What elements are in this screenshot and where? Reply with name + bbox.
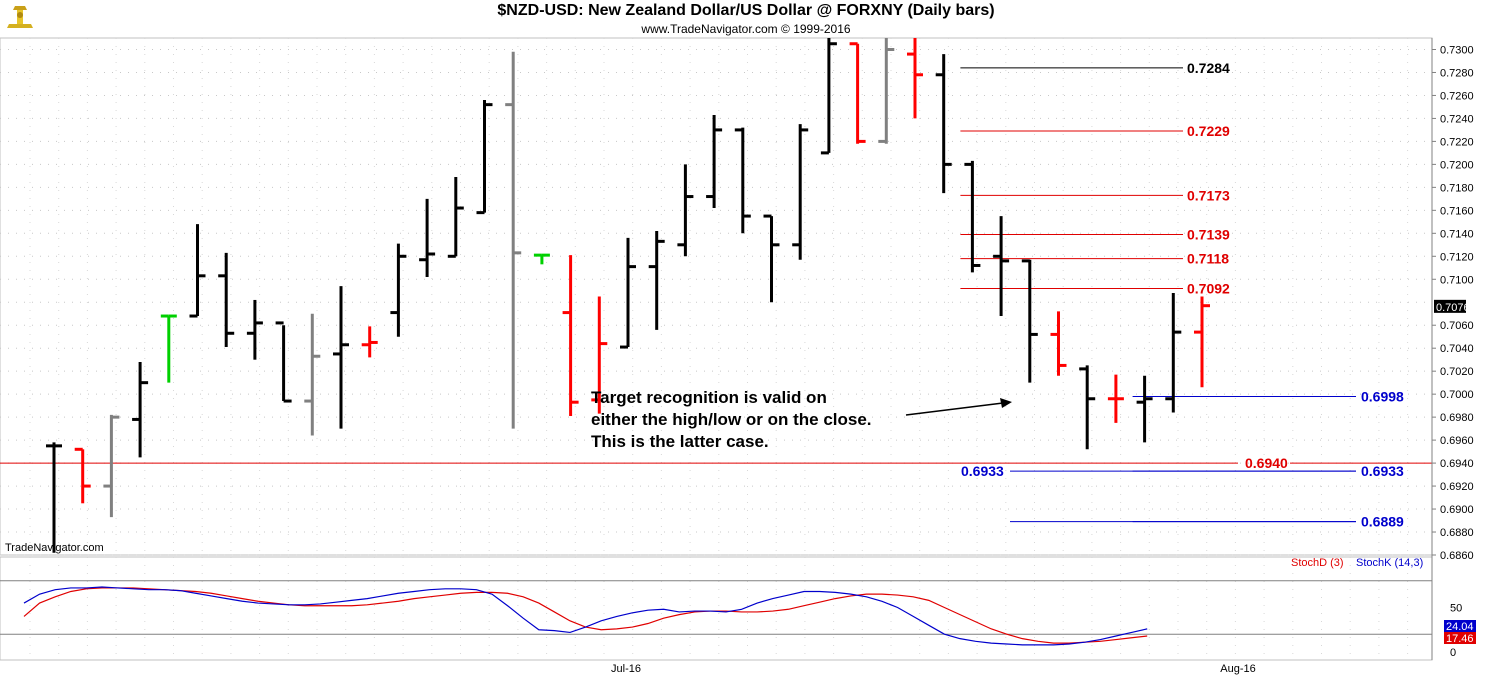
price-tick-label: 0.7100 [1440,274,1474,286]
price-tick-label: 0.7060 [1440,320,1474,332]
stochastic-panel: StochD (3) StochK (14,3) [0,556,1433,661]
level-label: 0.7118 [1187,251,1229,267]
price-tick-label: 0.7160 [1440,205,1474,217]
stoch-tick-label: 50 [1450,603,1462,615]
price-tick-label: 0.7020 [1440,366,1474,378]
price-tick-label: 0.7120 [1440,251,1474,263]
level-label: 0.7173 [1187,187,1230,203]
level-label: 0.6940 [1245,455,1288,471]
price-tick-label: 0.7260 [1440,90,1474,102]
price-plot-area [0,37,1433,556]
chart-subtitle: www.TradeNavigator.com © 1999-2016 [641,22,851,36]
annotation-text: Target recognition is valid on [591,388,827,407]
chart-title: $NZD-USD: New Zealand Dollar/US Dollar @… [497,2,995,19]
price-tick-label: 0.6880 [1440,527,1474,539]
x-tick-label: Aug-16 [1220,663,1255,675]
level-label: 0.7092 [1187,280,1230,296]
price-tick-label: 0.6860 [1440,550,1474,562]
price-tick-label: 0.7240 [1440,113,1474,125]
price-tick-label: 0.6940 [1440,458,1474,470]
arrow-head-icon [1000,398,1012,408]
price-panel: 0.7284 0.7229 0.7173 0.7139 0.7118 0.7092 0.69… [0,37,1433,556]
price-tick-label: 0.6900 [1440,504,1474,516]
price-tick-label: 0.7000 [1440,389,1474,401]
annotation-arrow [905,402,1004,416]
price-tick-label: 0.6920 [1440,481,1474,493]
axes: 0.7300 0.7280 0.7260 0.7240 0.7220 0.7200 0.71… [611,38,1476,675]
level-label: 0.7229 [1187,123,1230,139]
trade-navigator-logo-icon [7,6,33,28]
price-tick-label: 0.7180 [1440,182,1474,194]
watermark: TradeNavigator.com [5,542,104,554]
annotation-text: either the high/low or on the close. [591,410,872,429]
x-tick-label: Jul-16 [611,663,641,675]
level-label: 0.6933 [961,463,1004,479]
level-label: 0.6998 [1361,388,1404,404]
stoch-line [23,586,1148,646]
price-tick-label: 0.7220 [1440,136,1474,148]
last-price-box [1434,299,1466,313]
stochastic-plot-area [0,556,1433,661]
stoch-d-last-value: 17.46 [1446,633,1474,645]
price-tick-label: 0.6960 [1440,435,1474,447]
price-tick-label: 0.7280 [1440,67,1474,79]
price-tick-label: 0.6980 [1440,412,1474,424]
level-label: 0.6889 [1361,514,1404,530]
price-tick-label: 0.7040 [1440,343,1474,355]
annotation-text: This is the latter case. [591,432,769,451]
level-label: 0.7284 [1187,60,1230,76]
legend-stoch-k: StochK (14,3) [1356,557,1423,569]
stoch-k-last-box [1444,620,1476,632]
stoch-d-last-box [1444,632,1476,644]
chart-header: $NZD-USD: New Zealand Dollar/US Dollar @… [0,0,1492,36]
price-tick-label: 0.7300 [1440,44,1474,56]
last-price-label: 0.7076 [1436,302,1470,314]
level-label: 0.7139 [1187,226,1230,242]
price-tick-label: 0.7140 [1440,228,1474,240]
stoch-k-last-value: 24.04 [1446,621,1474,633]
level-label: 0.6933 [1361,463,1404,479]
stoch-tick-label: 0 [1450,647,1456,659]
price-tick-label: 0.7200 [1440,159,1474,171]
legend-stoch-d: StochD (3) [1291,557,1344,569]
